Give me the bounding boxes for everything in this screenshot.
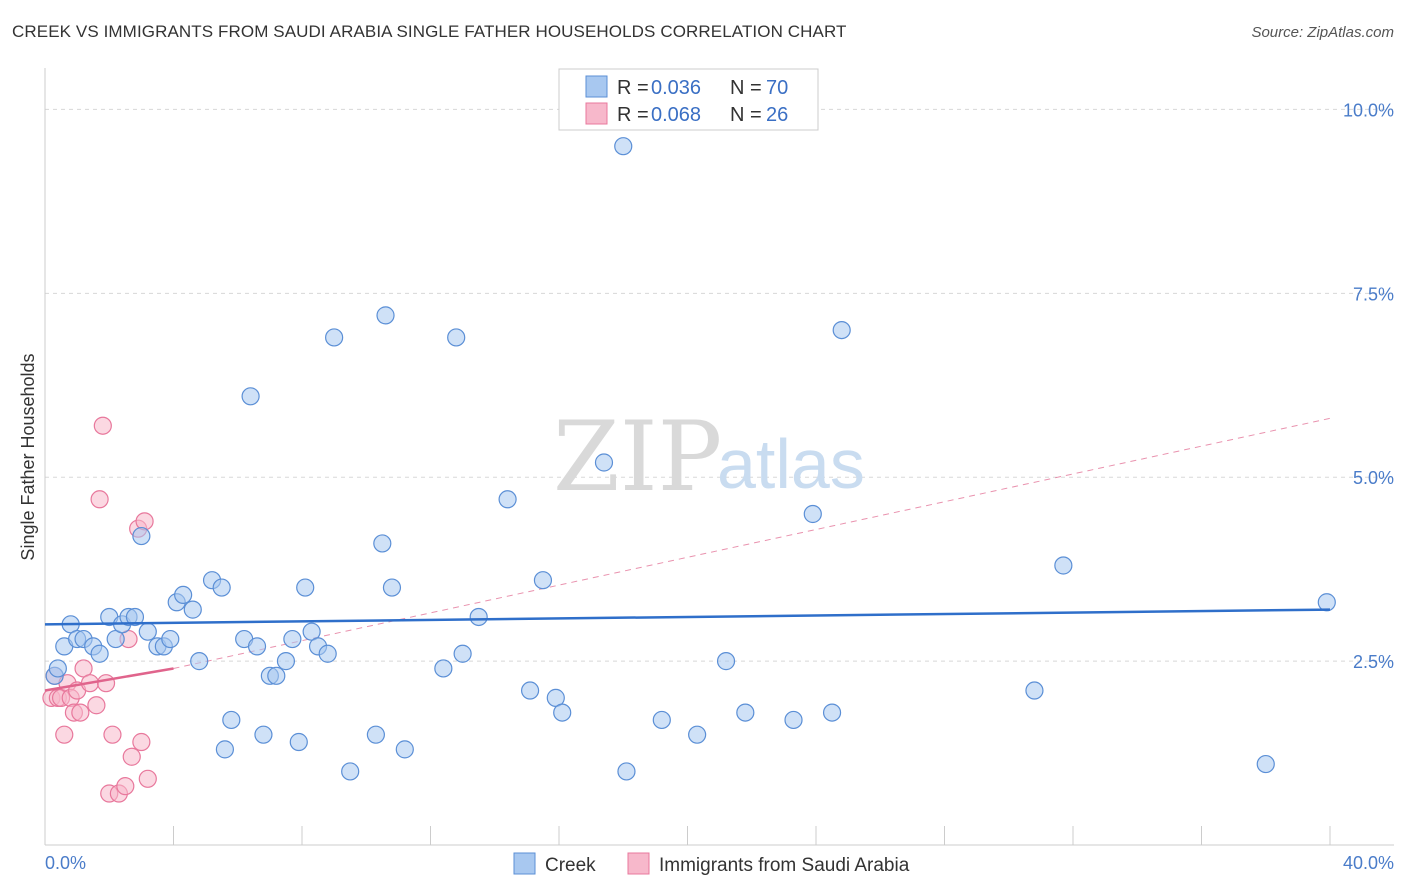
saudi-n-label: N = <box>730 104 762 126</box>
saudi-point <box>87 696 106 715</box>
saudi-series-label: Immigrants from Saudi Arabia <box>659 855 910 876</box>
saudi-point <box>138 769 157 788</box>
y-axis-title: Single Father Households <box>18 353 38 560</box>
creek-point <box>716 652 736 671</box>
saudi-point <box>132 732 151 752</box>
saudi-point <box>55 725 74 744</box>
stats-legend: R = 0.036 N = 70 R = 0.068 N = 26 <box>558 68 819 131</box>
creek-point <box>822 703 842 722</box>
creek-point <box>1256 754 1275 774</box>
creek-point <box>48 659 67 678</box>
creek-point <box>138 622 157 641</box>
creek-points <box>44 137 1336 781</box>
creek-point <box>241 387 260 406</box>
creek-point <box>736 703 755 722</box>
creek-point <box>190 652 209 671</box>
saudi-point <box>122 747 141 766</box>
creek-point <box>296 578 315 597</box>
y-tick-label: 10.0% <box>1343 100 1394 120</box>
creek-point <box>222 710 241 730</box>
watermark-atlas: atlas <box>717 425 865 503</box>
saudi-point <box>96 674 116 693</box>
creek-point <box>803 504 822 524</box>
saudi-trend-line <box>44 667 174 692</box>
creek-point <box>125 607 145 627</box>
creek-n-label: N = <box>730 77 762 99</box>
creek-point <box>174 585 193 605</box>
creek-point <box>366 725 385 744</box>
creek-r-label: R = <box>617 77 649 99</box>
creek-point <box>132 526 151 546</box>
creek-point <box>247 637 267 656</box>
creek-point <box>283 629 302 649</box>
creek-point <box>376 306 395 325</box>
creek-point <box>533 571 553 590</box>
creek-point <box>652 710 671 730</box>
y-tick-label: 7.5% <box>1353 284 1394 304</box>
creek-point <box>325 328 344 347</box>
creek-r-value: 0.036 <box>651 77 701 99</box>
saudi-n-value: 26 <box>766 104 788 126</box>
creek-point <box>395 740 414 759</box>
creek-point <box>1054 556 1073 575</box>
saudi-point <box>90 490 109 509</box>
y-tick-label: 5.0% <box>1353 468 1394 488</box>
creek-series-swatch <box>513 852 536 875</box>
creek-n-value: 70 <box>766 77 788 99</box>
creek-point <box>215 740 234 759</box>
creek-point <box>617 762 636 781</box>
creek-trend-line <box>44 608 1331 626</box>
x-tick-label-max: 40.0% <box>1343 853 1394 873</box>
creek-point <box>832 320 851 340</box>
saudi-legend-swatch <box>585 102 608 125</box>
saudi-point <box>116 777 135 796</box>
creek-point <box>553 703 572 722</box>
chart-source: Source: ZipAtlas.com <box>1251 24 1394 41</box>
creek-point <box>254 725 273 744</box>
creek-point <box>212 578 231 597</box>
creek-point <box>434 659 453 678</box>
creek-point <box>289 732 308 752</box>
watermark-zip: ZIP <box>553 401 722 513</box>
saudi-point <box>103 725 122 744</box>
creek-point <box>267 666 286 685</box>
creek-series-label: Creek <box>545 855 596 876</box>
creek-point <box>784 710 803 730</box>
x-axis-ticks <box>44 826 1331 845</box>
series-legend: Creek Immigrants from Saudi Arabia <box>513 852 910 876</box>
creek-point <box>688 725 707 744</box>
creek-point <box>520 681 540 700</box>
saudi-point <box>93 416 112 435</box>
creek-point <box>614 137 633 156</box>
creek-point <box>498 490 517 509</box>
creek-point <box>447 328 466 347</box>
creek-legend-swatch <box>585 75 608 98</box>
creek-point <box>90 644 109 663</box>
creek-point <box>1025 681 1044 700</box>
creek-point <box>594 453 614 472</box>
chart-title: CREEK VS IMMIGRANTS FROM SAUDI ARABIA SI… <box>12 22 847 41</box>
saudi-point <box>135 512 154 531</box>
saudi-point <box>71 703 90 722</box>
creek-point <box>382 578 402 597</box>
creek-point <box>276 652 296 671</box>
creek-point <box>318 644 337 663</box>
creek-point <box>161 629 180 649</box>
saudi-r-label: R = <box>617 104 649 126</box>
saudi-series-swatch <box>627 852 650 875</box>
creek-point <box>183 600 202 619</box>
gridlines <box>45 108 1394 662</box>
creek-point <box>373 534 392 553</box>
creek-point <box>469 607 488 627</box>
creek-point <box>341 762 360 781</box>
y-axis-tick-labels: 2.5% 5.0% 7.5% 10.0% <box>1343 100 1394 672</box>
x-tick-label-min: 0.0% <box>45 853 86 873</box>
saudi-r-value: 0.068 <box>651 104 701 126</box>
y-tick-label: 2.5% <box>1353 652 1394 672</box>
creek-point <box>1317 593 1336 612</box>
creek-point <box>453 644 472 663</box>
